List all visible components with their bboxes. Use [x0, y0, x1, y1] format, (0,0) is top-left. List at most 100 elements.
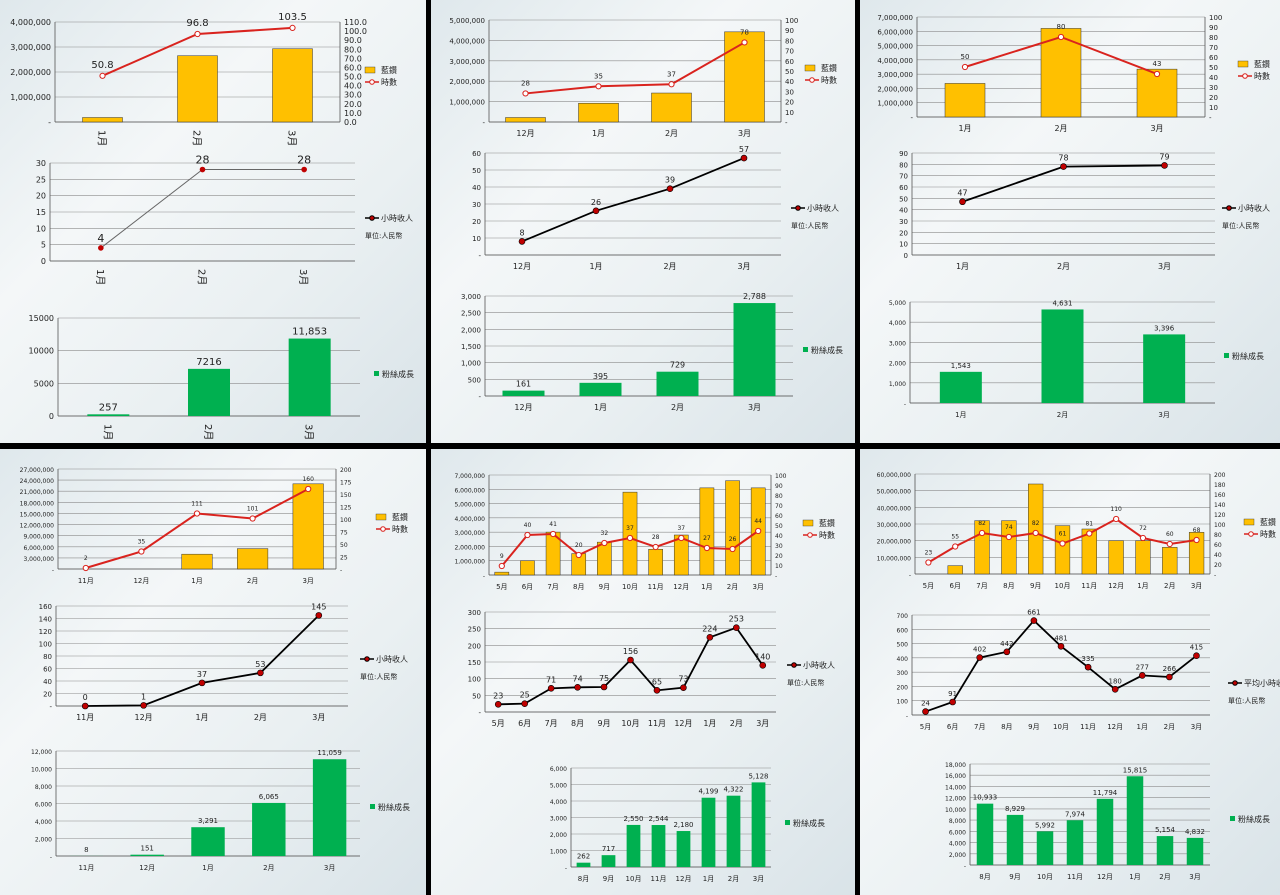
point-mark — [652, 543, 659, 551]
x-tick-label: 1月 — [94, 269, 106, 285]
y-tick-label: - — [478, 709, 481, 717]
y2-tick-label: 10 — [785, 109, 794, 117]
y-tick-label: 12,000,000 — [20, 523, 55, 530]
legend-label: 時數 — [819, 530, 835, 540]
data-label: 28 — [652, 534, 660, 541]
x-tick-label: 2月 — [727, 583, 738, 591]
y2-tick-label: 50 — [775, 523, 783, 530]
legend-label: 藍鑽 — [1254, 59, 1270, 69]
x-tick-label: 1月 — [958, 124, 971, 133]
x-tick-label: 9月 — [1009, 873, 1020, 881]
legend-swatch — [375, 513, 387, 521]
point-mark — [194, 30, 201, 38]
point-mark — [949, 698, 956, 706]
x-tick-label: 1月 — [956, 262, 969, 271]
bar-mark — [651, 92, 692, 123]
x-tick-label: 10月 — [626, 875, 642, 883]
x-tick-label: 2月 — [728, 875, 739, 883]
legend-label: 時數 — [1254, 71, 1270, 81]
y2-tick-label: - — [1209, 114, 1212, 122]
x-tick-label: 2月 — [254, 713, 267, 722]
data-label: 71 — [546, 675, 556, 684]
data-label: 257 — [99, 402, 118, 413]
y2-tick-label: 60 — [1209, 54, 1218, 62]
data-label: 78 — [1058, 154, 1068, 163]
y-tick-label: 3,000,000 — [454, 530, 485, 537]
x-tick-label: 11月 — [651, 875, 667, 883]
data-label: 156 — [623, 647, 638, 656]
point-mark — [703, 544, 711, 552]
legend-marker — [1232, 680, 1238, 686]
data-label: 11,794 — [1093, 789, 1118, 797]
y2-tick-label: 40 — [785, 78, 794, 86]
y-tick-label: 18,000,000 — [20, 500, 55, 507]
panel-2: - 1,000,000 2,000,000 3,000,000 4,000,000 5,0… — [431, 0, 855, 443]
y-tick-label: 3,000 — [461, 293, 481, 301]
point-mark — [1003, 648, 1011, 656]
chart-svg: - 1,000,000 2,000,000 3,000,000 4,000,000 5,0… — [449, 17, 843, 412]
data-label: 24 — [921, 700, 930, 708]
x-tick-label: 3月 — [1150, 124, 1163, 133]
y-tick-label: 140 — [39, 616, 52, 624]
x-tick-label: 2月 — [1057, 262, 1070, 271]
y-tick-label: - — [50, 854, 52, 861]
data-label: 61 — [1059, 531, 1067, 538]
y-tick-label: 100 — [468, 676, 481, 684]
data-label: 53 — [255, 660, 265, 669]
y-tick-label: 300 — [897, 670, 909, 677]
y-tick-label: - — [483, 573, 485, 580]
y2-tick-label: 175 — [340, 480, 352, 487]
data-label: 37 — [677, 525, 685, 532]
y-tick-label: 20 — [899, 229, 908, 237]
y-tick-label: 5,000,000 — [877, 43, 913, 51]
y-tick-label: 120 — [39, 628, 52, 636]
x-tick-label: 1月 — [1137, 723, 1148, 731]
panel-3: - 1,000,000 2,000,000 3,000,000 4,000,000 5,0… — [860, 0, 1280, 443]
y2-tick-label: 60.0 — [344, 63, 362, 72]
y-tick-label: 21,000,000 — [20, 489, 55, 496]
legend-marker — [369, 79, 375, 85]
x-tick-label: 3月 — [303, 424, 315, 440]
bar-mark — [597, 541, 612, 576]
legend-label: 小時收人 — [1238, 203, 1270, 213]
bar-mark — [87, 414, 130, 416]
point-mark — [961, 63, 969, 71]
x-tick-label: 3月 — [1191, 582, 1202, 590]
bar-mark — [725, 480, 740, 576]
y2-tick-label: 75 — [340, 530, 348, 537]
y2-tick-label: 50 — [340, 542, 348, 549]
x-tick-label: 12月 — [1097, 873, 1113, 881]
y2-tick-label: 100 — [1214, 522, 1226, 529]
point-mark — [315, 612, 323, 619]
x-tick-label: 11月 — [648, 583, 664, 591]
y-tick-label: 10,000 — [31, 767, 52, 774]
data-label: 37 — [667, 70, 676, 78]
x-tick-label: 2月 — [196, 269, 208, 285]
data-label: 4,322 — [723, 786, 743, 794]
y2-tick-label: 100 — [785, 17, 798, 25]
series-line — [962, 164, 1165, 203]
point-mark — [680, 684, 687, 691]
data-label: 65 — [652, 677, 662, 686]
data-label: 442 — [1000, 640, 1013, 648]
chart-svg: - 1,000,000 2,000,000 3,000,000 4,000,000 5,0… — [454, 473, 835, 883]
data-label: 11,853 — [292, 327, 327, 338]
y2-tick-label: 60 — [775, 513, 783, 520]
x-tick-label: 12月 — [1108, 582, 1124, 590]
point-mark — [1005, 533, 1012, 541]
legend-label: 時數 — [1260, 529, 1276, 539]
data-label: 20 — [575, 542, 583, 549]
point-mark — [521, 700, 528, 707]
bar-mark — [1136, 68, 1178, 118]
point-mark — [592, 207, 600, 215]
bar-mark — [699, 487, 715, 576]
x-tick-label: 2月 — [671, 403, 684, 412]
x-tick-label: 1月 — [955, 411, 966, 419]
x-tick-label: 3月 — [737, 262, 750, 271]
y-tick-label: 2,000 — [949, 852, 966, 859]
y-tick-label: 400 — [897, 656, 909, 663]
x-tick-label: 3月 — [1158, 262, 1171, 271]
data-label: 81 — [1085, 521, 1093, 528]
x-tick-label: 9月 — [1028, 723, 1039, 731]
y-tick-label: 6,000 — [35, 802, 52, 809]
